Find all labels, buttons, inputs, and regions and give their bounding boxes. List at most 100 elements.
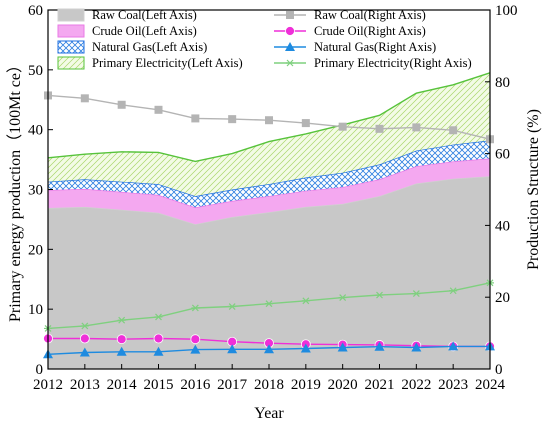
marker-primary-electricity-right-axis: [449, 287, 458, 295]
marker-primary-electricity-right-axis: [301, 297, 310, 305]
y-left-tick-label: 0: [36, 362, 44, 378]
x-tick-label: 2016: [180, 377, 211, 393]
legend-item-primary-electricity-left-axis: Primary Electricity(Left Axis): [57, 56, 243, 70]
y-left-tick-label: 60: [28, 3, 43, 19]
legend-marker: [286, 11, 294, 19]
marker-natural-gas-right-axis: [79, 347, 90, 357]
legend-item-natural-gas-right-axis: Natural Gas(Right Axis): [274, 40, 436, 54]
legend-label: Natural Gas(Left Axis): [92, 40, 207, 54]
legend-swatch: [57, 8, 85, 22]
marker-raw-coal-right-axis: [80, 94, 89, 103]
legend-item-natural-gas-left-axis: Natural Gas(Left Axis): [57, 40, 207, 54]
x-tick-label: 2023: [438, 377, 468, 393]
x-axis-title: Year: [254, 405, 284, 422]
area-crude-oil-left-axis: [48, 158, 490, 225]
legend-marker: [285, 26, 295, 36]
x-tick-label: 2013: [70, 377, 100, 393]
area-natural-gas-left-axis: [48, 140, 490, 208]
legend-item-raw-coal-right-axis: Raw Coal(Right Axis): [274, 8, 426, 22]
y-left-axis-title: Primary energy production（100Mt ce）: [6, 57, 24, 322]
marker-natural-gas-right-axis: [337, 342, 348, 352]
marker-crude-oil-right-axis: [116, 334, 127, 345]
marker-crude-oil-right-axis: [79, 333, 90, 344]
marker-primary-electricity-right-axis: [375, 291, 384, 299]
marker-primary-electricity-right-axis: [191, 304, 200, 312]
legend-label: Primary Electricity(Right Axis): [314, 56, 472, 70]
marker-natural-gas-right-axis: [411, 342, 422, 352]
legend-label: Crude Oil(Right Axis): [314, 24, 426, 38]
marker-primary-electricity-right-axis: [228, 303, 237, 310]
marker-natural-gas-right-axis: [190, 344, 201, 354]
legend-label: Primary Electricity(Left Axis): [92, 56, 243, 70]
marker-raw-coal-right-axis: [412, 123, 421, 132]
legend-marker: [286, 59, 294, 67]
area-primary-electricity-left-axis: [48, 72, 490, 197]
legend-label: Crude Oil(Left Axis): [92, 24, 197, 38]
y-left-tick-label: 30: [28, 183, 43, 199]
legend-item-crude-oil-left-axis: Crude Oil(Left Axis): [57, 24, 197, 38]
x-tick-label: 2012: [33, 377, 63, 393]
marker-raw-coal-right-axis: [301, 119, 310, 128]
marker-primary-electricity-right-axis: [265, 300, 273, 308]
marker-raw-coal-right-axis: [338, 122, 347, 131]
stacked-areas: [47, 72, 491, 369]
y-right-tick-label: 20: [495, 290, 510, 306]
marker-primary-electricity-right-axis: [412, 290, 421, 298]
y-right-tick-label: 40: [495, 218, 510, 234]
marker-primary-electricity-right-axis: [338, 294, 347, 301]
legend-item-raw-coal-left-axis: Raw Coal(Left Axis): [57, 8, 197, 22]
marker-raw-coal-right-axis: [191, 114, 200, 123]
marker-crude-oil-right-axis: [153, 333, 164, 344]
x-tick-label: 2015: [144, 377, 174, 393]
marker-raw-coal-right-axis: [154, 105, 163, 114]
y-left-tick-label: 40: [28, 123, 43, 139]
x-tick-label: 2018: [254, 377, 284, 393]
marker-raw-coal-right-axis: [228, 115, 237, 124]
marker-natural-gas-right-axis: [153, 346, 164, 356]
y-right-tick-label: 0: [495, 362, 503, 378]
y-right-axis-title: Production Structure (%): [525, 109, 542, 270]
axes: 2012 2013 2014 2015 2016 2017 2018 2019 2020 2021…: [6, 3, 542, 422]
x-tick-label: 2024: [475, 377, 506, 393]
legend-swatch: [57, 56, 85, 70]
marker-natural-gas-right-axis: [227, 344, 238, 354]
marker-primary-electricity-right-axis: [80, 322, 89, 330]
marker-natural-gas-right-axis: [448, 341, 459, 351]
x-tick-label: 2020: [328, 377, 358, 393]
x-tick-label: 2014: [107, 377, 138, 393]
legend-item-crude-oil-right-axis: Crude Oil(Right Axis): [274, 24, 426, 38]
y-left-tick-label: 10: [28, 302, 43, 318]
y-right-tick-label: 100: [495, 3, 518, 19]
area-raw-coal-left-axis: [48, 176, 490, 369]
legend-swatch: [57, 40, 85, 54]
legend-swatch: [57, 24, 85, 38]
marker-natural-gas-right-axis: [116, 346, 127, 356]
legend-marker: [285, 42, 295, 51]
y-left-tick-label: 50: [28, 63, 43, 79]
y-left-tick-label: 20: [28, 242, 43, 258]
marker-crude-oil-right-axis: [190, 334, 201, 345]
marker-raw-coal-right-axis: [117, 100, 126, 109]
x-tick-label: 2019: [291, 377, 321, 393]
right-axis-lines: [43, 91, 495, 359]
marker-natural-gas-right-axis: [264, 344, 274, 354]
y-right-tick-label: 80: [495, 75, 510, 91]
area-edge-primary-electricity-left-axis: [47, 72, 491, 163]
x-tick-label: 2022: [401, 377, 431, 393]
marker-raw-coal-right-axis: [265, 116, 273, 125]
marker-primary-electricity-right-axis: [117, 316, 126, 324]
x-tick-label: 2017: [217, 377, 248, 393]
legend: Raw Coal(Left Axis) Crude Oil(Left Axis) N…: [57, 8, 472, 70]
marker-raw-coal-right-axis: [449, 126, 458, 135]
marker-natural-gas-right-axis: [300, 343, 311, 353]
x-tick-label: 2021: [365, 377, 395, 393]
marker-raw-coal-right-axis: [375, 124, 384, 133]
marker-primary-electricity-right-axis: [154, 313, 163, 321]
legend-label: Natural Gas(Right Axis): [314, 40, 436, 54]
y-right-tick-label: 60: [495, 147, 510, 163]
legend-label: Raw Coal(Right Axis): [314, 8, 426, 22]
legend-item-primary-electricity-right-axis: Primary Electricity(Right Axis): [274, 56, 472, 70]
legend-label: Raw Coal(Left Axis): [92, 8, 197, 22]
